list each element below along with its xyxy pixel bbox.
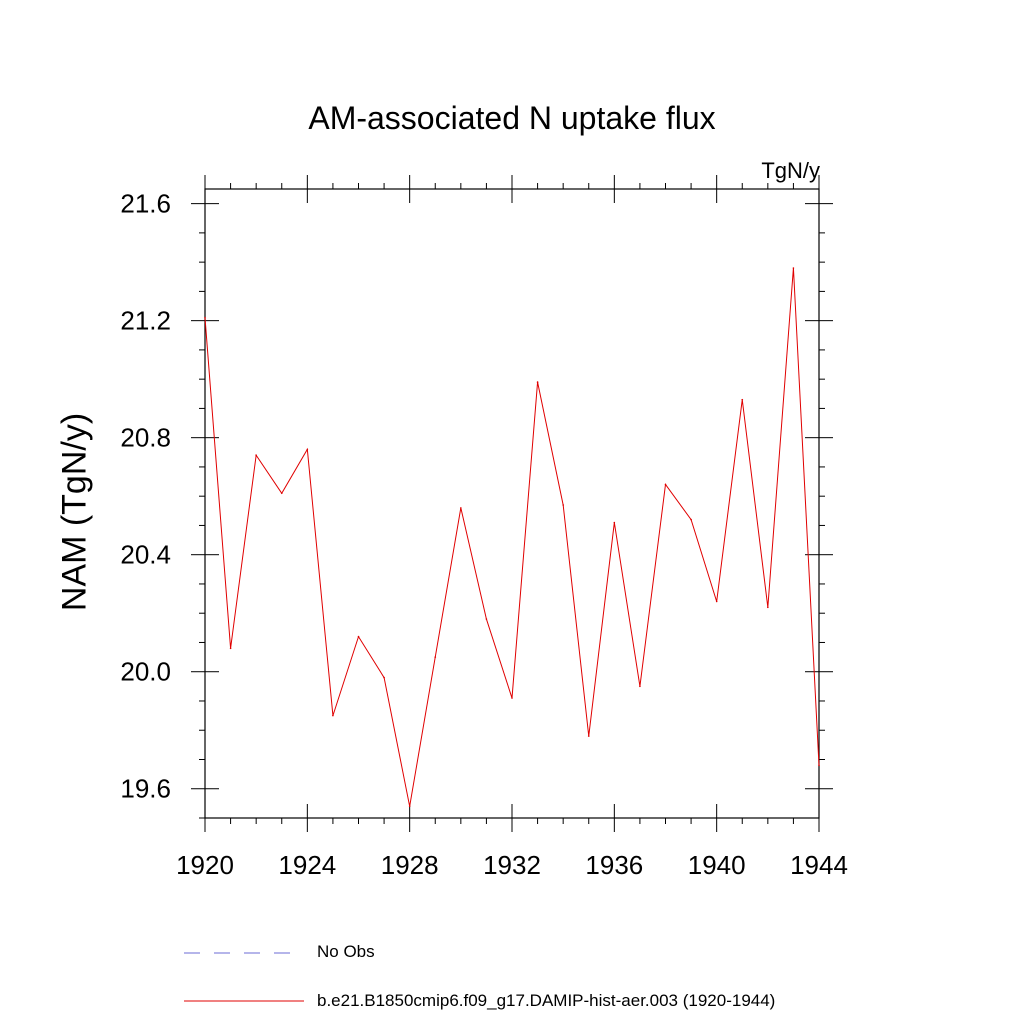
data-point: [587, 735, 590, 737]
axis-tick-labels: 1920 1924 1928 1932 1936 1940 1944 19.6 20.0 20.4…: [120, 189, 848, 880]
data-point: [332, 714, 334, 717]
data-point: [511, 697, 513, 699]
data-point: [460, 507, 462, 509]
data-point: [229, 647, 232, 650]
y-tick-label: 20.8: [120, 423, 171, 453]
data-point: [639, 685, 641, 688]
x-tick-label: 1932: [483, 850, 541, 880]
data-point: [408, 805, 411, 808]
x-tick-label: 1936: [585, 850, 643, 880]
y-tick-label: 19.6: [120, 774, 171, 804]
y-tick-label: 20.0: [120, 657, 171, 687]
y-tick-label: 21.2: [120, 306, 171, 336]
data-point: [613, 521, 616, 524]
data-point: [690, 518, 692, 521]
x-tick-label: 1920: [176, 850, 234, 880]
data-point: [818, 764, 820, 767]
x-tick-label: 1928: [381, 850, 439, 880]
data-point: [434, 656, 437, 658]
data-point: [485, 618, 488, 620]
legend-lines: [184, 952, 304, 1002]
x-tick-label: 1944: [790, 850, 848, 880]
x-tick-label: 1924: [278, 850, 336, 880]
y-tick-label: 20.4: [120, 540, 171, 570]
data-point: [792, 267, 795, 269]
data-point: [664, 483, 667, 486]
data-point: [306, 448, 309, 451]
data-point: [715, 600, 718, 603]
series-line: [204, 267, 820, 807]
data-point: [204, 316, 206, 319]
data-point: [767, 606, 769, 609]
legend-label-series: b.e21.B1850cmip6.f09_g17.DAMIP-hist-aer.…: [317, 991, 776, 1010]
y-tick-label: 21.6: [120, 189, 171, 219]
data-point: [562, 504, 564, 506]
data-point: [280, 492, 283, 495]
data-point: [741, 398, 744, 401]
data-point: [357, 635, 360, 638]
y-axis-label: NAM (TgN/y): [55, 412, 94, 612]
plot-frame: [204, 188, 820, 819]
x-tick-label: 1940: [688, 850, 746, 880]
axis-ticks: [191, 175, 833, 832]
chart-title: AM-associated N uptake flux: [308, 100, 716, 136]
data-point: [255, 454, 257, 457]
data-point: [536, 381, 539, 383]
units-label: TgN/y: [761, 158, 820, 183]
legend-label-no-obs: No Obs: [317, 942, 375, 961]
data-point: [383, 676, 385, 679]
